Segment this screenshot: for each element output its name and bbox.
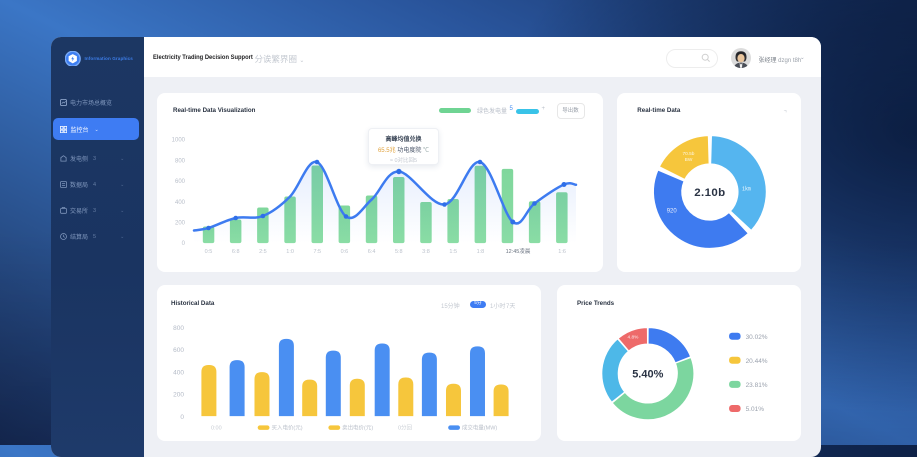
svg-text:600: 600 — [173, 348, 184, 355]
svg-text:成交电量(MW): 成交电量(MW) — [462, 424, 498, 432]
svg-text:0:00: 0:00 — [211, 426, 222, 432]
svg-text:800: 800 — [173, 325, 184, 332]
svg-text:BW: BW — [684, 156, 692, 162]
svg-text:卖出电价(元): 卖出电价(元) — [342, 424, 373, 432]
svg-text:12:45凌晨: 12:45凌晨 — [506, 246, 531, 254]
svg-text:5:8: 5:8 — [395, 248, 403, 254]
svg-text:70.5b: 70.5b — [682, 150, 694, 156]
svg-text:400: 400 — [173, 370, 184, 377]
svg-text:1000: 1000 — [172, 137, 186, 143]
svg-text:400: 400 — [175, 199, 186, 205]
svg-text:1:8: 1:8 — [477, 248, 485, 254]
svg-text:5.40%: 5.40% — [632, 369, 663, 381]
svg-text:1:5: 1:5 — [449, 248, 457, 254]
svg-text:0:5: 0:5 — [205, 248, 213, 254]
svg-text:200: 200 — [173, 392, 184, 399]
svg-text:920: 920 — [666, 208, 677, 214]
svg-text:0: 0 — [180, 414, 184, 421]
svg-text:1:6: 1:6 — [558, 248, 566, 254]
svg-text:3:8: 3:8 — [422, 248, 430, 254]
svg-text:5.01%: 5.01% — [745, 406, 764, 413]
svg-text:200: 200 — [175, 220, 186, 226]
svg-text:4.8%: 4.8% — [627, 335, 639, 341]
svg-text:30.02%: 30.02% — [745, 334, 767, 341]
svg-text:0: 0 — [182, 241, 186, 247]
svg-text:1:0: 1:0 — [286, 248, 294, 254]
svg-text:800: 800 — [175, 158, 186, 164]
svg-text:20.44%: 20.44% — [745, 358, 767, 365]
svg-text:2:5: 2:5 — [259, 248, 267, 254]
svg-text:0:6: 0:6 — [341, 248, 349, 254]
svg-text:600: 600 — [175, 179, 186, 185]
svg-text:1㎞: 1㎞ — [742, 185, 751, 192]
svg-text:0分回: 0分回 — [398, 424, 413, 432]
svg-text:23.81%: 23.81% — [745, 382, 767, 389]
svg-text:7:5: 7:5 — [313, 248, 321, 254]
svg-text:6:4: 6:4 — [368, 248, 376, 254]
svg-text:6:8: 6:8 — [232, 248, 240, 254]
svg-text:买入电价(元): 买入电价(元) — [271, 424, 302, 432]
svg-text:2.10b: 2.10b — [694, 186, 725, 198]
